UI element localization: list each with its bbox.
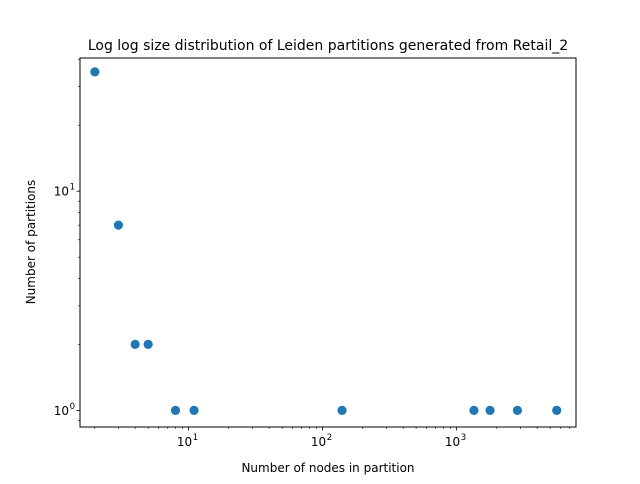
data-point — [189, 405, 199, 415]
y-tick-label-exponent: 1 — [70, 183, 75, 193]
x-tick-label-exponent: 1 — [193, 433, 198, 443]
chart-title: Log log size distribution of Leiden part… — [88, 38, 568, 54]
y-axis-label: Number of partitions — [24, 180, 38, 305]
data-point — [337, 405, 347, 415]
data-point — [90, 67, 100, 77]
y-tick-label: 10 — [54, 185, 69, 199]
data-point — [143, 339, 153, 350]
x-axis-label: Number of nodes in partition — [241, 461, 414, 475]
data-point — [170, 405, 181, 415]
x-tick-label: 10 — [311, 435, 326, 449]
data-point — [485, 405, 495, 415]
data-points — [90, 67, 562, 415]
y-tick-label: 10 — [54, 404, 69, 418]
major-ticks: 10 1 10 2 10 310 010 1 — [54, 183, 466, 449]
x-tick-label: 10 — [177, 435, 192, 449]
y-tick-label-exponent: 0 — [70, 402, 75, 412]
plot-frame — [79, 57, 577, 428]
data-point — [469, 405, 479, 415]
data-point — [113, 220, 124, 230]
data-point — [512, 405, 523, 415]
x-tick-label-exponent: 2 — [327, 433, 332, 443]
data-point — [552, 405, 562, 415]
x-tick-label: 10 — [445, 435, 460, 449]
data-point — [130, 339, 140, 350]
x-tick-label-exponent: 3 — [461, 433, 466, 443]
